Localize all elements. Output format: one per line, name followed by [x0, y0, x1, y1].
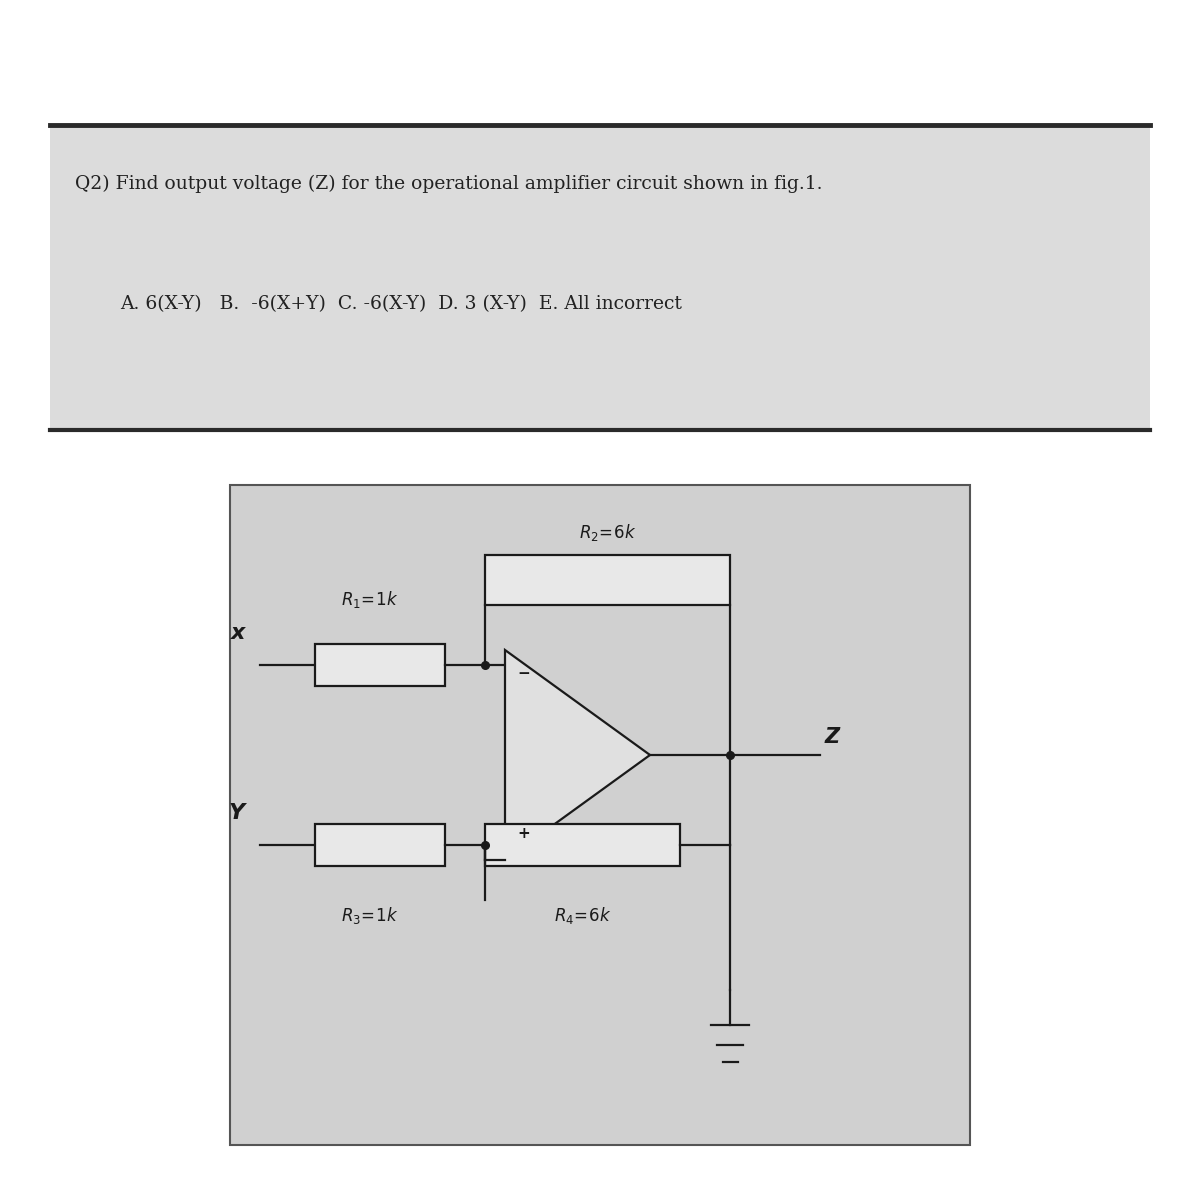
Bar	[50, 125, 1150, 430]
Text: $R_2\!=\!6k$: $R_2\!=\!6k$	[578, 522, 636, 542]
Text: $R_4\!=\!6k$: $R_4\!=\!6k$	[554, 905, 611, 926]
Bar	[485, 824, 680, 866]
Text: −: −	[517, 666, 529, 680]
Text: $R_1\!=\!1k$: $R_1\!=\!1k$	[341, 589, 398, 610]
Text: Z: Z	[826, 727, 840, 746]
Polygon shape	[505, 650, 650, 860]
Text: A. 6(X-Y)   B.  -6(X+Y)  C. -6(X-Y)  D. 3 (X-Y)  E. All incorrect: A. 6(X-Y) B. -6(X+Y) C. -6(X-Y) D. 3 (X-…	[120, 295, 682, 313]
Bar	[485, 554, 730, 605]
Bar	[230, 485, 970, 1145]
Text: $R_3\!=\!1k$: $R_3\!=\!1k$	[341, 905, 398, 926]
Text: Y: Y	[229, 803, 245, 823]
Bar	[314, 644, 445, 686]
Text: +: +	[517, 826, 529, 840]
Text: x: x	[230, 623, 245, 643]
Text: Q2) Find output voltage (Z) for the operational amplifier circuit shown in fig.1: Q2) Find output voltage (Z) for the oper…	[74, 175, 822, 193]
Bar	[314, 824, 445, 866]
